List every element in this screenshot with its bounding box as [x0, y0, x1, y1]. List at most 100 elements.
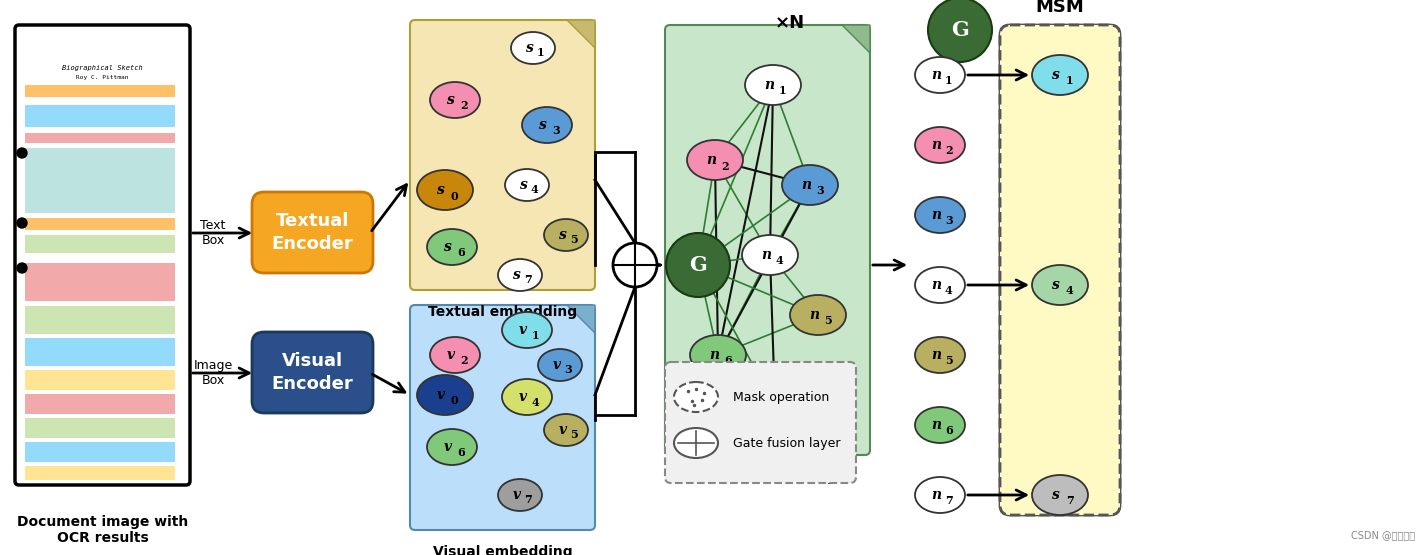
- Text: 3: 3: [551, 125, 560, 136]
- Ellipse shape: [428, 229, 477, 265]
- Text: s: s: [1052, 68, 1060, 82]
- Ellipse shape: [690, 335, 747, 375]
- FancyBboxPatch shape: [26, 442, 175, 462]
- FancyBboxPatch shape: [26, 105, 175, 127]
- Text: 2: 2: [460, 100, 467, 111]
- Ellipse shape: [430, 337, 480, 373]
- Ellipse shape: [502, 379, 551, 415]
- Ellipse shape: [1032, 475, 1089, 515]
- FancyBboxPatch shape: [1000, 25, 1120, 515]
- FancyBboxPatch shape: [16, 25, 190, 485]
- Ellipse shape: [915, 407, 965, 443]
- Text: 2: 2: [721, 160, 728, 171]
- Text: Image
Box: Image Box: [194, 359, 232, 387]
- FancyBboxPatch shape: [26, 418, 175, 438]
- Text: 7: 7: [945, 495, 953, 506]
- Text: 3: 3: [945, 215, 953, 226]
- FancyBboxPatch shape: [26, 466, 175, 480]
- Text: 5: 5: [945, 355, 953, 366]
- Text: 4: 4: [532, 184, 539, 195]
- Text: v: v: [447, 348, 456, 362]
- Text: 5: 5: [570, 430, 577, 440]
- Text: CSDN @盼小辉、: CSDN @盼小辉、: [1351, 530, 1415, 540]
- FancyBboxPatch shape: [26, 218, 175, 230]
- Text: n: n: [809, 308, 819, 322]
- Circle shape: [17, 263, 27, 273]
- Ellipse shape: [742, 235, 798, 275]
- Text: G: G: [950, 20, 969, 40]
- Ellipse shape: [418, 375, 473, 415]
- Text: s: s: [513, 268, 520, 282]
- Text: 4: 4: [1066, 285, 1073, 296]
- Text: s: s: [1052, 488, 1060, 502]
- Text: 7: 7: [1066, 496, 1073, 507]
- FancyBboxPatch shape: [665, 362, 856, 483]
- Circle shape: [17, 148, 27, 158]
- Text: n: n: [764, 78, 774, 92]
- Ellipse shape: [522, 107, 571, 143]
- Text: Visual embedding: Visual embedding: [433, 545, 573, 555]
- Text: v: v: [513, 488, 520, 502]
- Text: 0: 0: [450, 396, 459, 406]
- Ellipse shape: [915, 337, 965, 373]
- Text: 2: 2: [945, 145, 952, 156]
- Text: Text
Box: Text Box: [201, 219, 225, 247]
- Text: n: n: [931, 208, 942, 222]
- Text: s: s: [447, 93, 455, 107]
- Text: n: n: [765, 398, 775, 412]
- FancyBboxPatch shape: [252, 192, 373, 273]
- Circle shape: [613, 243, 657, 287]
- Text: n: n: [705, 153, 715, 167]
- FancyBboxPatch shape: [1000, 25, 1120, 515]
- FancyBboxPatch shape: [26, 306, 175, 334]
- Text: n: n: [708, 348, 718, 362]
- Text: n: n: [931, 418, 942, 432]
- Ellipse shape: [915, 57, 965, 93]
- Text: 6: 6: [945, 425, 953, 436]
- Text: s: s: [559, 228, 567, 242]
- FancyBboxPatch shape: [410, 20, 596, 290]
- Ellipse shape: [674, 382, 718, 412]
- Text: Document image with
OCR results: Document image with OCR results: [17, 515, 188, 545]
- Text: 6: 6: [457, 247, 465, 258]
- Ellipse shape: [915, 127, 965, 163]
- Text: 4: 4: [777, 255, 784, 266]
- FancyBboxPatch shape: [26, 338, 175, 366]
- Ellipse shape: [745, 65, 801, 105]
- Text: 0: 0: [450, 190, 459, 201]
- Ellipse shape: [544, 414, 589, 446]
- Ellipse shape: [915, 477, 965, 513]
- Text: 5: 5: [824, 315, 832, 326]
- FancyBboxPatch shape: [26, 370, 175, 390]
- Text: Textual embedding: Textual embedding: [428, 305, 577, 319]
- Text: 5: 5: [570, 234, 577, 245]
- Text: n: n: [761, 248, 771, 262]
- Text: s: s: [526, 41, 533, 55]
- Circle shape: [928, 0, 992, 62]
- Polygon shape: [842, 25, 871, 53]
- Ellipse shape: [789, 295, 846, 335]
- FancyBboxPatch shape: [26, 235, 175, 253]
- Text: s: s: [445, 240, 452, 254]
- Ellipse shape: [418, 170, 473, 210]
- FancyBboxPatch shape: [26, 263, 175, 301]
- Text: Gate fusion layer: Gate fusion layer: [732, 436, 841, 450]
- FancyBboxPatch shape: [26, 85, 175, 97]
- Text: s: s: [540, 118, 547, 132]
- Text: v: v: [519, 390, 527, 404]
- FancyBboxPatch shape: [252, 332, 373, 413]
- Text: Biographical Sketch: Biographical Sketch: [61, 65, 142, 71]
- Text: n: n: [931, 488, 942, 502]
- Ellipse shape: [539, 349, 581, 381]
- Ellipse shape: [428, 429, 477, 465]
- Text: 6: 6: [724, 356, 731, 366]
- Text: v: v: [553, 358, 561, 372]
- Text: Roy C. Pittman: Roy C. Pittman: [76, 75, 128, 80]
- Text: n: n: [931, 348, 942, 362]
- Text: 7: 7: [781, 406, 788, 416]
- Polygon shape: [567, 20, 596, 48]
- Text: s: s: [437, 183, 445, 197]
- Text: s: s: [1052, 278, 1060, 292]
- Text: Mask operation: Mask operation: [732, 391, 829, 403]
- FancyBboxPatch shape: [26, 148, 175, 213]
